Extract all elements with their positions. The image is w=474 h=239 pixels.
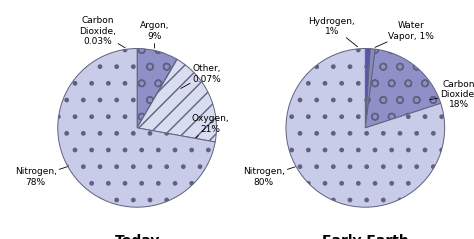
Text: Other,
0.07%: Other, 0.07% xyxy=(181,64,221,88)
Text: Carbon
Dioxide,
18%: Carbon Dioxide, 18% xyxy=(430,80,474,109)
Wedge shape xyxy=(58,49,215,207)
Wedge shape xyxy=(286,49,445,207)
Text: Carbon
Dioxide,
0.03%: Carbon Dioxide, 0.03% xyxy=(79,16,125,48)
Wedge shape xyxy=(137,59,177,128)
Wedge shape xyxy=(365,49,441,128)
Text: Early Earth: Early Earth xyxy=(322,234,409,239)
Text: Hydrogen,
1%: Hydrogen, 1% xyxy=(309,16,357,47)
Text: Nitrogen,
80%: Nitrogen, 80% xyxy=(243,167,295,187)
Wedge shape xyxy=(365,49,375,128)
Wedge shape xyxy=(365,49,370,128)
Wedge shape xyxy=(137,59,217,142)
Wedge shape xyxy=(137,49,177,128)
Text: Water
Vapor, 1%: Water Vapor, 1% xyxy=(375,21,434,47)
Text: Today: Today xyxy=(114,234,160,239)
Text: Argon,
9%: Argon, 9% xyxy=(140,21,169,48)
Text: Nitrogen,
78%: Nitrogen, 78% xyxy=(15,167,67,187)
Text: Oxygen,
21%: Oxygen, 21% xyxy=(191,114,229,138)
